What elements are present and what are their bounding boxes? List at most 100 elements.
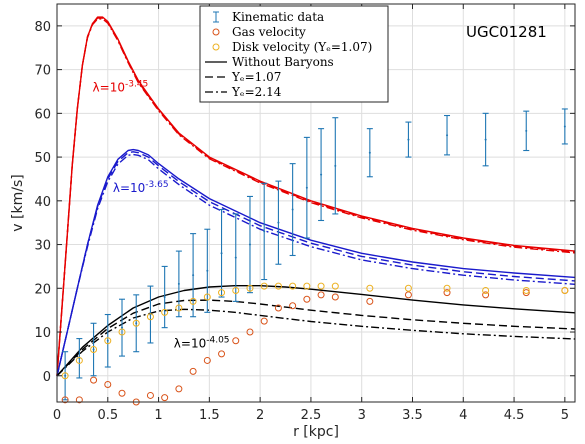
kinematic-point	[90, 322, 97, 377]
legend-box	[199, 5, 389, 103]
disk-point	[366, 284, 374, 292]
kinematic-point	[76, 338, 83, 379]
y-tick-label: 60	[34, 107, 51, 122]
data-marker	[206, 269, 209, 272]
legend-entry: Without Baryons	[205, 55, 334, 69]
gas-point	[189, 367, 197, 375]
kinematic-point	[119, 298, 126, 357]
data-marker	[320, 173, 323, 176]
kinematic-point	[318, 128, 325, 222]
kinematic-point	[289, 163, 296, 257]
kinematic-point	[366, 128, 373, 178]
curve-group-2	[56, 285, 576, 377]
disk-point	[75, 356, 83, 364]
disk-point	[175, 304, 183, 312]
kinematic-point	[161, 265, 168, 329]
gas-point	[289, 302, 297, 310]
curve-dashdot	[56, 153, 576, 376]
gas-point	[443, 289, 451, 297]
legend-label: Υₑ=2.14	[231, 85, 282, 99]
disk-point	[482, 286, 490, 294]
y-axis-label: v [km/s]	[10, 174, 26, 231]
legend-entry: Gas velocity	[212, 25, 306, 39]
kinematic-point	[444, 114, 451, 156]
data-marker	[234, 256, 237, 259]
gas-point	[522, 289, 530, 297]
kinematic-point	[261, 182, 268, 281]
y-tick-label: 40	[34, 195, 51, 210]
legend-label: Kinematic data	[232, 10, 324, 24]
x-tick-label: 1.5	[199, 408, 220, 423]
data-marker	[263, 230, 266, 233]
x-tick-label: 2.5	[301, 408, 322, 423]
data-marker	[484, 138, 487, 141]
y-tick-label: 50	[34, 151, 51, 166]
disk-point	[189, 297, 197, 305]
kinematic-point	[190, 233, 197, 318]
kinematic-point	[482, 112, 489, 167]
x-tick-label: 5	[561, 408, 569, 423]
disk-point	[289, 282, 297, 290]
model-curves	[56, 16, 576, 377]
gas-point	[90, 376, 98, 384]
kinematic-point	[133, 294, 140, 353]
disk-point	[260, 282, 268, 290]
legend-circle-icon	[212, 28, 220, 36]
gas-point	[203, 356, 211, 364]
data-marker	[192, 274, 195, 277]
gas-point	[331, 293, 339, 301]
data-marker	[248, 243, 251, 246]
curve-dashdot	[56, 308, 576, 377]
kinematic-point	[405, 121, 412, 158]
data-marker	[64, 374, 67, 377]
data-marker	[446, 134, 449, 137]
lambda-label: λ=10-3.65	[113, 180, 169, 195]
gas-point	[218, 350, 226, 358]
lambda-base: λ=10	[113, 181, 145, 195]
data-marker	[291, 208, 294, 211]
kinematic-point	[218, 209, 225, 298]
data-marker	[135, 322, 138, 325]
disk-point	[61, 372, 69, 380]
gas-point	[482, 291, 490, 299]
gas-point	[146, 391, 154, 399]
curve-solid	[56, 285, 576, 377]
legend-label: Without Baryons	[232, 55, 334, 69]
disk-point	[443, 284, 451, 292]
y-tick-label: 80	[34, 20, 51, 35]
disk-point	[404, 284, 412, 292]
curve-dashdot	[56, 18, 576, 376]
disk-point	[118, 328, 126, 336]
x-tick-label: 4.5	[504, 408, 525, 423]
data-marker	[177, 282, 180, 285]
data-marker	[525, 129, 528, 132]
curve-dashed	[56, 299, 576, 377]
legend-entry: Υₑ=2.14	[205, 85, 282, 99]
lambda-exponent: -3.45	[125, 79, 148, 89]
data-points	[61, 108, 569, 406]
data-marker	[106, 339, 109, 342]
disk-point	[90, 346, 98, 354]
disk-point	[246, 284, 254, 292]
disk-point	[331, 282, 339, 290]
legend-circle-icon	[212, 43, 220, 51]
gas-point	[75, 396, 83, 404]
disk-point	[146, 313, 154, 321]
legend-label: Υₑ=1.07	[231, 70, 281, 84]
disk-point	[218, 289, 226, 297]
data-marker	[163, 296, 166, 299]
x-tick-label: 3.5	[402, 408, 423, 423]
x-tick-label: 0.5	[97, 408, 118, 423]
legend-label: Disk velocity (Υₑ=1.07)	[232, 40, 372, 54]
data-marker	[305, 186, 308, 189]
x-tick-label: 0	[53, 408, 61, 423]
gas-point	[317, 291, 325, 299]
y-tick-label: 30	[34, 239, 51, 254]
kinematic-point	[561, 108, 568, 145]
kinematic-point	[523, 110, 530, 152]
plot-frame	[56, 3, 576, 403]
data-marker	[334, 164, 337, 167]
disk-point	[104, 337, 112, 345]
